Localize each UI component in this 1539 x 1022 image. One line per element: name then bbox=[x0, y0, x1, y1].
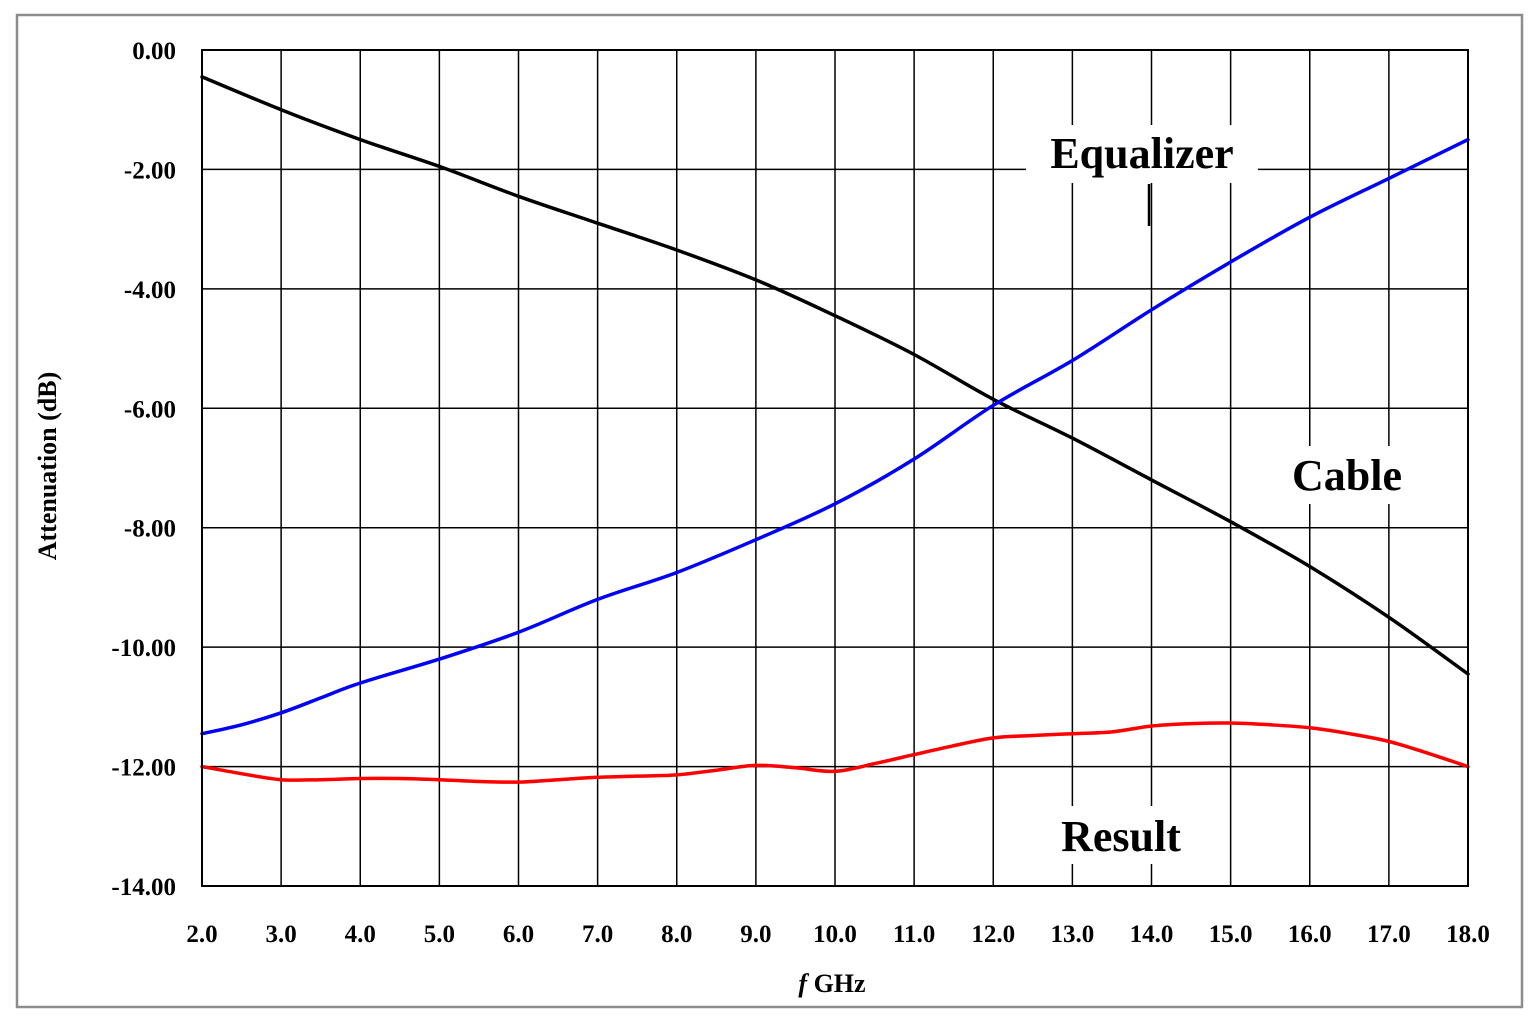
y-tick-labels: 0.00 -2.00 -4.00 -6.00 -8.00 -10.00 -12.00 -14.… bbox=[111, 38, 176, 901]
x-tick-label: 16.0 bbox=[1288, 921, 1332, 948]
data-series bbox=[200, 75, 1470, 784]
x-tick-label: 15.0 bbox=[1209, 921, 1253, 948]
x-tick-label: 13.0 bbox=[1051, 921, 1095, 948]
series-line-equalizer bbox=[200, 75, 1470, 676]
x-tick-label: 2.0 bbox=[186, 921, 217, 948]
chart-frame bbox=[15, 13, 1524, 1009]
annotation-cable: Cable bbox=[1292, 451, 1402, 500]
cable-label-bg bbox=[1276, 446, 1420, 504]
x-tick-label: 8.0 bbox=[661, 921, 692, 948]
x-tick-label: 12.0 bbox=[971, 921, 1015, 948]
x-tick-label: 18.0 bbox=[1446, 921, 1490, 948]
x-tick-label: 9.0 bbox=[740, 921, 771, 948]
y-tick-label: -12.00 bbox=[111, 755, 176, 782]
x-tick-label: 5.0 bbox=[424, 921, 455, 948]
x-axis-label: f GHz bbox=[798, 969, 865, 998]
x-tick-label: 6.0 bbox=[503, 921, 534, 948]
y-tick-label: -8.00 bbox=[124, 516, 176, 543]
plot-area-border bbox=[201, 49, 1469, 887]
x-tick-label: 3.0 bbox=[266, 921, 297, 948]
y-tick-label: -14.00 bbox=[111, 874, 176, 901]
annotation-result: Result bbox=[1061, 812, 1181, 861]
y-tick-label: 0.00 bbox=[132, 38, 176, 65]
series-line-cable bbox=[200, 137, 1470, 736]
y-tick-label: -6.00 bbox=[124, 396, 176, 423]
annotation-equalizer: Equalizer bbox=[1050, 129, 1233, 178]
y-axis-label: Attenuation (dB) bbox=[33, 372, 62, 561]
y-tick-label: -2.00 bbox=[124, 157, 176, 184]
y-tick-label: -4.00 bbox=[124, 277, 176, 304]
series-line-result bbox=[200, 721, 1470, 784]
equalizer-label-bg bbox=[1026, 125, 1258, 183]
x-tick-labels: 2.0 3.0 4.0 5.0 6.0 7.0 8.0 9.0 10.0 11.0 12.0 13.0… bbox=[186, 921, 1490, 948]
x-tick-label: 7.0 bbox=[582, 921, 613, 948]
x-tick-label: 4.0 bbox=[345, 921, 376, 948]
x-tick-label: 14.0 bbox=[1130, 921, 1174, 948]
y-tick-label: -10.00 bbox=[111, 635, 176, 662]
x-tick-label: 17.0 bbox=[1367, 921, 1411, 948]
x-tick-label: 11.0 bbox=[893, 921, 935, 948]
x-tick-label: 10.0 bbox=[813, 921, 857, 948]
result-label-bg bbox=[1043, 806, 1199, 864]
